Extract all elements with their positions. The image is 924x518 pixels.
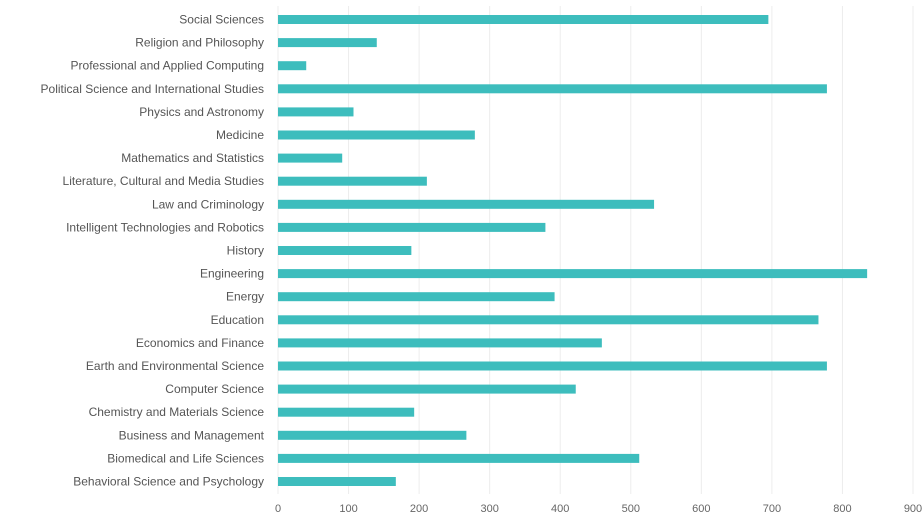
category-label: Medicine: [216, 128, 264, 142]
bar: [278, 130, 475, 140]
bar: [278, 453, 640, 463]
x-tick-label: 800: [833, 503, 851, 515]
bar: [278, 292, 555, 302]
category-labels: Social Sciences Religion and Philosophy Pr…: [41, 13, 265, 489]
bar: [278, 107, 354, 117]
category-label: Business and Management: [119, 428, 265, 442]
category-label: Earth and Environmental Science: [86, 359, 264, 373]
bar: [278, 407, 415, 417]
category-label: Professional and Applied Computing: [71, 59, 264, 73]
bar: [278, 315, 819, 325]
category-label: Biomedical and Life Sciences: [107, 451, 264, 465]
x-tick-label: 700: [763, 503, 781, 515]
x-tick-label: 400: [551, 503, 569, 515]
category-label: Energy: [226, 290, 264, 304]
category-label: Social Sciences: [179, 13, 264, 27]
category-label: Behavioral Science and Psychology: [73, 475, 264, 489]
category-label: Intelligent Technologies and Robotics: [66, 220, 264, 234]
bar: [278, 199, 655, 209]
bar: [278, 246, 412, 255]
bar: [278, 153, 343, 163]
x-tick-label: 100: [339, 503, 357, 515]
bar: [278, 430, 467, 440]
category-label: Economics and Finance: [136, 336, 264, 350]
bar: [278, 15, 769, 24]
bar: [278, 38, 377, 48]
x-tick-label: 0: [275, 503, 281, 515]
bar: [278, 222, 546, 232]
bar: [278, 477, 396, 486]
category-label: Law and Criminology: [152, 197, 264, 211]
category-label: Engineering: [200, 267, 264, 281]
bars: [278, 15, 868, 486]
category-label: Religion and Philosophy: [135, 36, 264, 50]
category-label: Physics and Astronomy: [139, 105, 264, 119]
category-label: Chemistry and Materials Science: [89, 405, 265, 419]
category-label: History: [227, 244, 264, 258]
category-label: Mathematics and Statistics: [121, 151, 264, 165]
bar: [278, 361, 827, 371]
bar: [278, 269, 868, 279]
category-label: Computer Science: [165, 382, 264, 396]
x-tick-label: 200: [410, 503, 428, 515]
x-axis-tick-labels: 0 100 200 300 400 500 600 700 800 900: [275, 503, 922, 515]
category-label: Political Science and International Stud…: [41, 82, 264, 96]
x-tick-label: 300: [480, 503, 498, 515]
bar: [278, 176, 427, 186]
bar: [278, 84, 827, 94]
bar: [278, 61, 307, 71]
category-label: Education: [211, 313, 264, 327]
category-label: Literature, Cultural and Media Studies: [63, 174, 264, 188]
x-tick-label: 600: [692, 503, 710, 515]
x-tick-label: 900: [904, 503, 922, 515]
x-tick-label: 500: [622, 503, 640, 515]
bar: [278, 338, 602, 348]
bar: [278, 384, 576, 394]
